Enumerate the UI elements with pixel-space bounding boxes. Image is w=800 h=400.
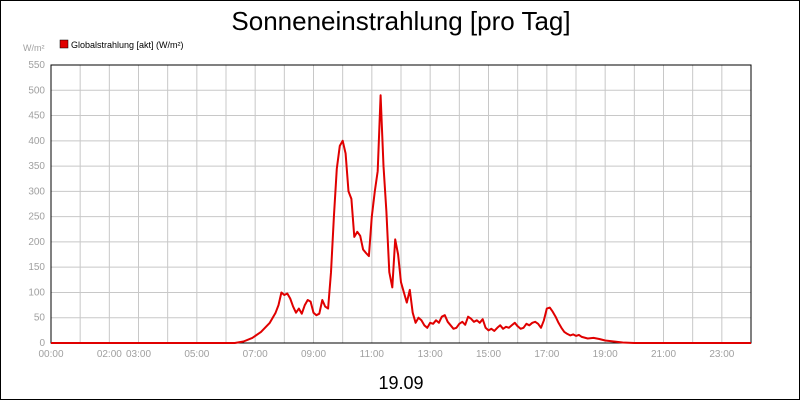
y-axis-unit-label: W/m² [23,43,45,53]
y-tick-label: 0 [39,338,45,349]
x-tick-label: 02:00 [97,349,122,360]
y-tick-label: 550 [28,60,45,71]
y-tick-label: 200 [28,237,45,248]
series-line-globalstrahlung [51,94,751,344]
x-tick-label: 11:00 [360,349,385,360]
x-tick-label: 17:00 [534,349,559,360]
x-tick-label: 03:00 [126,349,151,360]
chart-title: Sonneneinstrahlung [pro Tag] [231,6,570,36]
grid-lines [51,65,751,343]
x-tick-label: 21:00 [651,349,676,360]
y-tick-label: 100 [28,287,45,298]
y-tick-label: 50 [34,313,46,324]
x-tick-label: 07:00 [243,349,268,360]
x-tick-label: 00:00 [38,349,63,360]
x-tick-label: 23:00 [709,349,734,360]
y-tick-label: 300 [28,186,45,197]
x-axis-ticks: 00:00 02:00 03:00 05:00 07:00 09:00 11:00 13:00… [38,349,734,360]
x-tick-label: 15:00 [476,349,501,360]
y-tick-label: 400 [28,136,45,147]
y-tick-label: 250 [28,212,45,223]
x-tick-label: 19:00 [593,349,618,360]
x-tick-label: 13:00 [418,349,443,360]
y-tick-label: 150 [28,262,45,273]
legend-entry-label: Globalstrahlung [akt] (W/m²) [71,40,184,50]
date-label: 19.09 [378,373,423,393]
y-axis-ticks: 0 50 100 150 200 250 300 350 400 450 500 550 [28,60,45,349]
legend-swatch [59,39,69,49]
y-tick-label: 450 [28,111,45,122]
x-tick-label: 09:00 [301,349,326,360]
y-tick-label: 350 [28,161,45,172]
plot-area-border [50,64,752,344]
y-tick-label: 500 [28,85,45,96]
x-tick-label: 05:00 [184,349,209,360]
